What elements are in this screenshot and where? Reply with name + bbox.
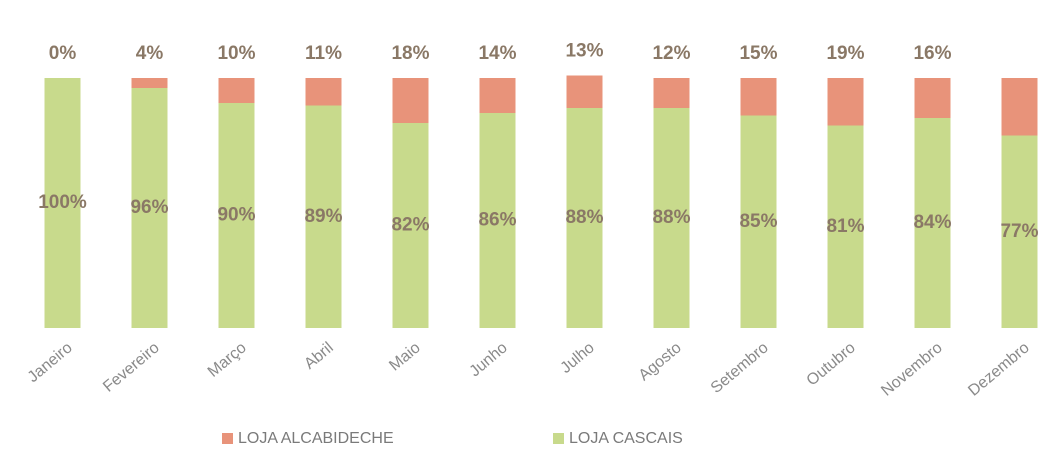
legend-label: LOJA CASCAIS: [569, 430, 683, 447]
bar-segment: [392, 123, 429, 328]
x-tick-label: Novembro: [878, 339, 946, 400]
bar-segment: [392, 78, 429, 123]
data-label: 96%: [130, 197, 168, 218]
x-tick-label: Abril: [301, 339, 336, 373]
x-tick-label: Maio: [386, 339, 424, 374]
data-label: 11%: [305, 43, 342, 64]
bar-segment: [827, 125, 864, 328]
bar-segment: [827, 78, 864, 126]
bar-segment: [131, 88, 168, 328]
bar-segment: [218, 78, 255, 103]
data-label: 90%: [217, 205, 255, 226]
data-label: 19%: [826, 43, 864, 64]
bar-segment: [740, 78, 777, 116]
x-tick-label: Setembro: [708, 339, 772, 397]
x-tick-label: Outubro: [804, 339, 859, 389]
data-label: 12%: [652, 43, 690, 64]
bar-segment: [1001, 135, 1038, 328]
data-label: 82%: [391, 215, 429, 236]
data-label: 88%: [652, 207, 690, 228]
data-label: 89%: [304, 206, 342, 227]
data-label: 77%: [1000, 221, 1038, 242]
bar-segment: [653, 108, 690, 328]
bar-segment: [305, 78, 342, 106]
data-label: 13%: [565, 41, 603, 62]
bar-segment: [914, 118, 951, 328]
data-label: 88%: [565, 207, 603, 228]
data-label: 85%: [739, 211, 777, 232]
x-tick-label: Agosto: [636, 339, 685, 384]
x-tick-label: Janeiro: [25, 339, 76, 386]
legend-label: LOJA ALCABIDECHE: [238, 430, 394, 447]
x-tick-label: Fevereiro: [100, 339, 163, 396]
x-tick-label: Junho: [466, 339, 510, 380]
bar-segment: [566, 75, 603, 108]
data-label: 15%: [739, 43, 777, 64]
data-label: 81%: [826, 216, 864, 237]
bar-segment: [566, 108, 603, 328]
bar-segment: [479, 78, 516, 113]
bar-segment: [653, 78, 690, 108]
data-label: 84%: [913, 212, 951, 233]
data-label: 16%: [913, 43, 951, 64]
bar-segment: [218, 103, 255, 328]
x-tick-label: Março: [205, 339, 250, 381]
bar-segment: [479, 113, 516, 328]
data-label: 10%: [217, 43, 255, 64]
data-label: 0%: [49, 43, 77, 64]
legend-swatch: [222, 433, 233, 444]
x-tick-label: Julho: [558, 339, 598, 377]
bar-segment: [1001, 78, 1038, 136]
bar-segment: [131, 78, 168, 88]
bar-segment: [914, 78, 951, 118]
data-label: 4%: [136, 43, 164, 64]
x-tick-label: Dezembro: [965, 339, 1033, 400]
legend-swatch: [553, 433, 564, 444]
bar-segment: [740, 115, 777, 328]
data-label: 18%: [391, 43, 429, 64]
bar-segment: [44, 78, 81, 328]
data-label: 14%: [478, 43, 516, 64]
data-label: 86%: [478, 210, 516, 231]
bar-segment: [305, 105, 342, 328]
data-label: 100%: [38, 192, 87, 213]
